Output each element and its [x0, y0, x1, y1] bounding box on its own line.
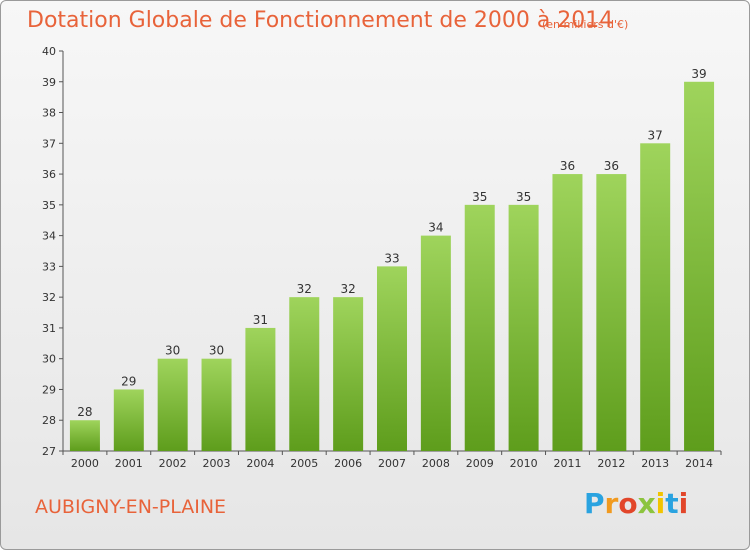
- bar: [245, 327, 276, 451]
- bar: [684, 81, 715, 452]
- y-tick-label: 36: [42, 168, 56, 181]
- value-label: 35: [472, 190, 487, 204]
- bar: [69, 420, 100, 451]
- bar: [420, 235, 451, 451]
- x-tick-label: 2011: [553, 457, 581, 470]
- value-label: 29: [121, 374, 136, 388]
- x-tick-label: 2008: [422, 457, 450, 470]
- logo-letter: P: [584, 487, 605, 520]
- y-tick-label: 35: [42, 199, 56, 212]
- value-label: 28: [77, 405, 92, 419]
- bar: [552, 174, 583, 452]
- value-label: 33: [384, 251, 399, 265]
- logo-letter: i: [655, 487, 666, 520]
- y-tick-label: 28: [42, 414, 56, 427]
- value-label: 32: [340, 282, 355, 296]
- bar: [333, 297, 364, 451]
- x-tick-label: 2000: [71, 457, 99, 470]
- y-tick-label: 33: [42, 260, 56, 273]
- x-axis: 2000 2001 2002 2003 2004 2005 2006 2007 2008 2009…: [62, 450, 722, 470]
- y-tick-label: 40: [42, 45, 56, 58]
- y-tick-label: 27: [42, 445, 56, 458]
- logo-letter: r: [604, 487, 619, 520]
- x-tick-label: 2001: [115, 457, 143, 470]
- bar: [596, 174, 627, 452]
- x-tick-label: 2009: [466, 457, 494, 470]
- bar: [640, 143, 671, 452]
- x-tick-label: 2007: [378, 457, 406, 470]
- x-tick-label: 2002: [159, 457, 187, 470]
- y-tick-label: 39: [42, 76, 56, 89]
- bar: [464, 204, 495, 451]
- value-label: 35: [516, 190, 531, 204]
- logo-letter: x: [637, 487, 656, 520]
- bar: [113, 389, 144, 451]
- value-label: 39: [691, 67, 706, 81]
- x-tick-label: 2004: [246, 457, 274, 470]
- value-label: 36: [604, 159, 619, 173]
- value-label: 36: [560, 159, 575, 173]
- x-tick-label: 2013: [641, 457, 669, 470]
- y-tick-label: 32: [42, 291, 56, 304]
- value-label: 30: [209, 344, 224, 358]
- x-tick-label: 2012: [597, 457, 625, 470]
- y-tick-label: 34: [42, 230, 56, 243]
- bar: [201, 358, 232, 451]
- bar: [289, 297, 320, 451]
- value-label: 30: [165, 344, 180, 358]
- y-tick-label: 30: [42, 353, 56, 366]
- y-tick-label: 37: [42, 137, 56, 150]
- logo-letter: o: [618, 487, 638, 520]
- y-tick-label: 38: [42, 107, 56, 120]
- y-axis: 27 28 29 30 31 32 33 34 35 36 37 38 39 40: [42, 45, 64, 458]
- logo-letter: i: [678, 487, 689, 520]
- value-label: 37: [648, 128, 663, 142]
- value-label: 34: [428, 221, 443, 235]
- value-label: 32: [297, 282, 312, 296]
- bar: [508, 204, 539, 451]
- bars: [69, 81, 715, 452]
- y-tick-label: 29: [42, 383, 56, 396]
- x-tick-label: 2003: [203, 457, 231, 470]
- x-tick-label: 2010: [510, 457, 538, 470]
- chart-title: Dotation Globale de Fonctionnement de 20…: [27, 8, 614, 33]
- x-tick-label: 2014: [685, 457, 713, 470]
- commune-name: AUBIGNY-EN-PLAINE: [35, 496, 227, 518]
- value-labels: 28 29 30 30 31 32 32 33 34 35 35 36 36 37 39: [77, 67, 706, 419]
- x-tick-label: 2006: [334, 457, 362, 470]
- value-label: 31: [253, 313, 268, 327]
- x-tick-label: 2005: [290, 457, 318, 470]
- bar: [377, 266, 407, 451]
- chart-unit: (en milliers d'€): [542, 18, 629, 31]
- y-tick-label: 31: [42, 322, 56, 335]
- bar: [157, 358, 188, 451]
- logo-letter: t: [665, 487, 679, 520]
- proxiti-logo[interactable]: Proxiti: [584, 487, 688, 520]
